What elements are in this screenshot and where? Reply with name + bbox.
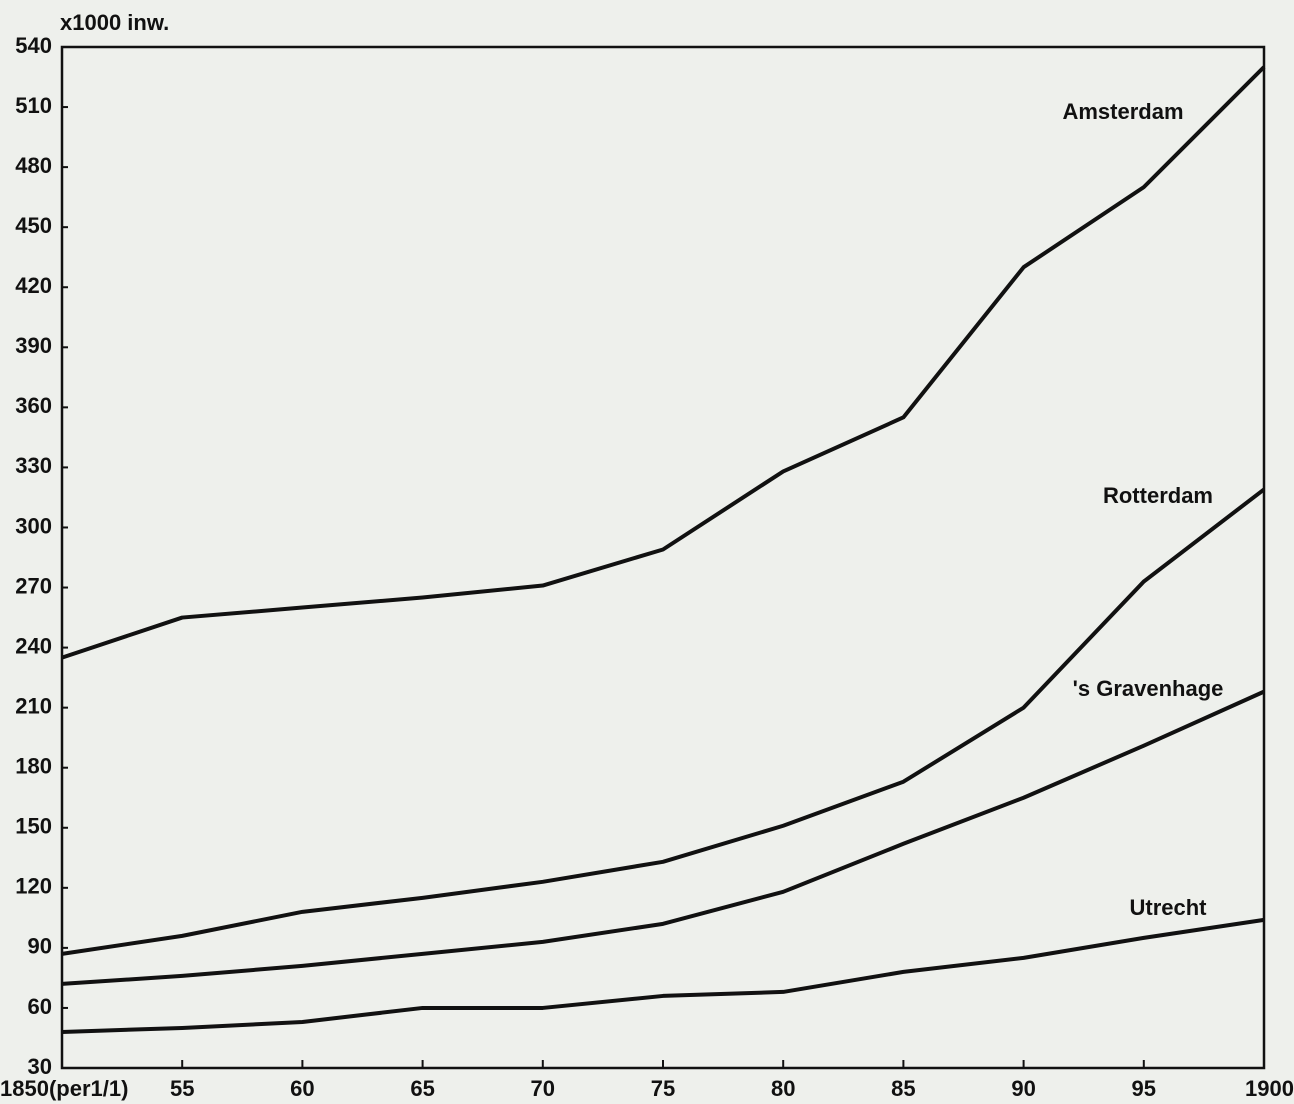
y-tick-label: 150 [15,814,52,839]
y-tick-label: 60 [28,994,52,1019]
series-line [61,65,1266,660]
y-tick-label: 120 [15,874,52,899]
x-tick-label: 75 [651,1076,675,1101]
x-tick-label: 95 [1132,1076,1156,1101]
plot-frame [60,45,1266,1070]
x-tick-label: 85 [891,1076,915,1101]
series-line [61,917,1265,1034]
y-tick-label: 300 [15,513,52,538]
x-tick-label: 60 [290,1076,314,1101]
y-tick-label: 90 [28,934,52,959]
y-tick-label: 270 [15,573,52,598]
series-line [61,487,1266,956]
y-tick-label: 420 [15,273,52,298]
x-tick-label: 1900 [1245,1076,1294,1101]
y-axis-label: x1000 inw. [60,10,169,35]
y-tick-label: 360 [15,393,52,418]
series-label: 's Gravenhage [1073,676,1224,701]
x-tick-label: 80 [771,1076,795,1101]
y-tick-label: 30 [28,1054,52,1079]
x-tick-label: 70 [531,1076,555,1101]
series-label: Utrecht [1129,895,1207,920]
series-line [61,689,1265,986]
y-tick-label: 510 [15,93,52,118]
y-tick-label: 180 [15,754,52,779]
x-tick-label: 90 [1011,1076,1035,1101]
x-tick-label: 1850(per1/1) [0,1076,128,1101]
y-tick-label: 390 [15,333,52,358]
y-tick-label: 330 [15,453,52,478]
y-tick-label: 540 [15,33,52,58]
y-tick-label: 480 [15,153,52,178]
y-tick-label: 450 [15,213,52,238]
x-tick-label: 65 [410,1076,434,1101]
series-label: Rotterdam [1103,483,1213,508]
series-label: Amsterdam [1062,99,1183,124]
y-tick-label: 240 [15,633,52,658]
x-tick-label: 55 [170,1076,194,1101]
y-tick-label: 210 [15,693,52,718]
